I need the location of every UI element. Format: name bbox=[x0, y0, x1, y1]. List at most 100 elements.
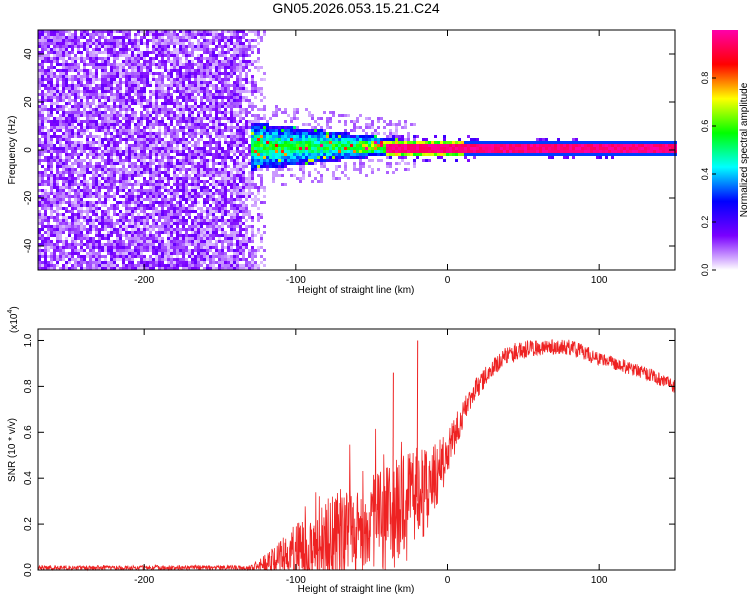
heatmap-cell bbox=[206, 180, 209, 183]
heatmap-cell bbox=[140, 135, 143, 138]
heatmap-cell bbox=[137, 168, 140, 171]
heatmap-cell bbox=[140, 72, 143, 75]
heatmap-cell bbox=[83, 36, 86, 39]
heatmap-cell bbox=[68, 138, 71, 141]
heatmap-cell bbox=[245, 204, 248, 207]
heatmap-cell bbox=[68, 159, 71, 162]
heatmap-cell bbox=[44, 141, 47, 144]
heatmap-cell bbox=[233, 141, 236, 144]
heatmap-cell bbox=[185, 84, 188, 87]
heatmap-cell bbox=[260, 216, 263, 219]
heatmap-cell bbox=[254, 198, 257, 201]
heatmap-cell bbox=[251, 90, 254, 93]
heatmap-cell bbox=[113, 222, 116, 225]
heatmap-cell bbox=[116, 66, 119, 69]
heatmap-cell bbox=[239, 105, 242, 108]
heatmap-cell bbox=[251, 63, 254, 66]
heatmap-cell bbox=[215, 60, 218, 63]
heatmap-cell bbox=[224, 189, 227, 192]
heatmap-cell bbox=[113, 162, 116, 165]
heatmap-cell bbox=[251, 48, 254, 51]
heatmap-cell bbox=[173, 231, 176, 234]
heatmap-cell bbox=[101, 42, 104, 45]
heatmap-cell bbox=[176, 168, 179, 171]
heatmap-cell bbox=[173, 243, 176, 246]
heatmap-cell bbox=[227, 126, 230, 129]
heatmap-cell bbox=[92, 99, 95, 102]
heatmap-cell bbox=[89, 45, 92, 48]
heatmap-cell bbox=[44, 126, 47, 129]
heatmap-cell bbox=[65, 162, 68, 165]
heatmap-cell bbox=[44, 201, 47, 204]
heatmap-cell bbox=[95, 168, 98, 171]
heatmap-cell bbox=[242, 195, 245, 198]
heatmap-cell bbox=[65, 63, 68, 66]
heatmap-cell bbox=[68, 225, 71, 228]
heatmap-cell bbox=[107, 225, 110, 228]
heatmap-cell bbox=[89, 135, 92, 138]
heatmap-cell bbox=[218, 54, 221, 57]
heatmap-cell bbox=[95, 255, 98, 258]
heatmap-cell bbox=[215, 90, 218, 93]
heatmap-cell bbox=[191, 111, 194, 114]
heatmap-cell bbox=[185, 66, 188, 69]
heatmap-cell bbox=[191, 84, 194, 87]
heatmap-cell bbox=[248, 54, 251, 57]
heatmap-cell bbox=[149, 186, 152, 189]
heatmap-cell bbox=[134, 144, 137, 147]
heatmap-cell bbox=[116, 144, 119, 147]
heatmap-cell bbox=[203, 234, 206, 237]
heatmap-cell bbox=[236, 63, 239, 66]
heatmap-cell bbox=[200, 255, 203, 258]
heatmap-cell bbox=[59, 150, 62, 153]
heatmap-cell bbox=[86, 141, 89, 144]
heatmap-cell bbox=[134, 75, 137, 78]
heatmap-cell bbox=[254, 249, 257, 252]
heatmap-cell bbox=[41, 225, 44, 228]
heatmap-cell bbox=[200, 222, 203, 225]
heatmap-cell bbox=[245, 96, 248, 99]
heatmap-cell bbox=[86, 42, 89, 45]
heatmap-cell bbox=[155, 153, 158, 156]
heatmap-cell bbox=[158, 33, 161, 36]
heatmap-cell bbox=[257, 42, 260, 45]
heatmap-cell bbox=[176, 75, 179, 78]
heatmap-cell bbox=[209, 114, 212, 117]
heatmap-cell bbox=[155, 111, 158, 114]
heatmap-cell bbox=[158, 141, 161, 144]
heatmap-cell bbox=[263, 162, 266, 165]
heatmap-cell bbox=[65, 180, 68, 183]
heatmap-cell bbox=[92, 126, 95, 129]
heatmap-cell bbox=[56, 210, 59, 213]
heatmap-cell bbox=[62, 39, 65, 42]
heatmap-cell bbox=[239, 195, 242, 198]
heatmap-cell bbox=[152, 153, 155, 156]
heatmap-cell bbox=[236, 138, 239, 141]
heatmap-cell bbox=[185, 117, 188, 120]
heatmap-cell bbox=[239, 90, 242, 93]
heatmap-cell bbox=[167, 60, 170, 63]
heatmap-cell bbox=[62, 69, 65, 72]
heatmap-cell bbox=[266, 147, 269, 150]
heatmap-cell bbox=[251, 45, 254, 48]
heatmap-cell bbox=[269, 141, 272, 144]
heatmap-cell bbox=[110, 228, 113, 231]
heatmap-cell bbox=[200, 168, 203, 171]
heatmap-cell bbox=[173, 69, 176, 72]
heatmap-cell bbox=[146, 267, 149, 270]
heatmap-cell bbox=[215, 54, 218, 57]
heatmap-cell bbox=[224, 180, 227, 183]
heatmap-cell bbox=[92, 192, 95, 195]
heatmap-cell bbox=[224, 192, 227, 195]
heatmap-cell bbox=[158, 183, 161, 186]
heatmap-cell bbox=[230, 108, 233, 111]
heatmap-cell bbox=[170, 54, 173, 57]
heatmap-cell bbox=[41, 57, 44, 60]
heatmap-cell bbox=[38, 141, 41, 144]
heatmap-cell bbox=[71, 174, 74, 177]
heatmap-cell bbox=[245, 186, 248, 189]
heatmap-cell bbox=[137, 129, 140, 132]
heatmap-cell bbox=[155, 48, 158, 51]
heatmap-cell bbox=[44, 240, 47, 243]
heatmap-cell bbox=[128, 255, 131, 258]
